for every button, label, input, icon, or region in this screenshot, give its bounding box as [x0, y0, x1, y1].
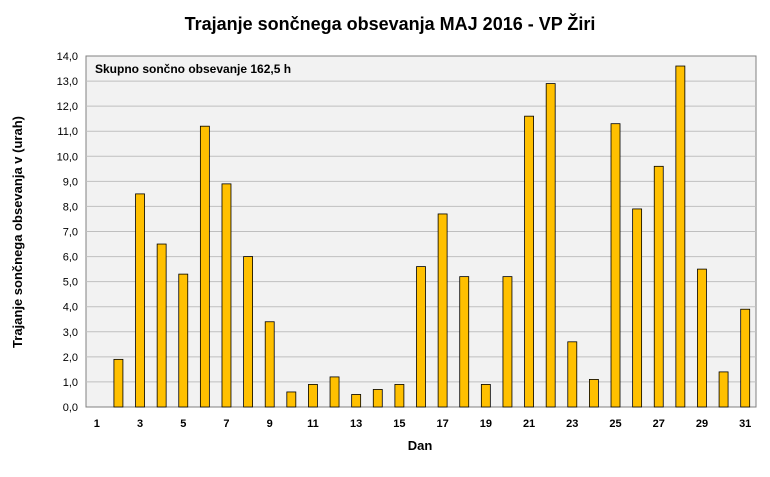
y-tick-label: 10,0 [57, 151, 78, 163]
bar-day-29 [697, 268, 707, 408]
y-axis-label: Trajanje sončnega obsevanja v (urah) [10, 116, 25, 348]
bar-day-8 [243, 256, 253, 408]
y-tick-label: 12,0 [57, 101, 78, 113]
bar-day-12 [329, 376, 340, 408]
annotation-total: Skupno sončno obsevanje 162,5 h [95, 62, 291, 76]
bar-day-18 [459, 276, 470, 408]
bar-day-20 [502, 276, 513, 408]
bar-day-2 [113, 358, 124, 408]
x-tick-label: 11 [307, 418, 319, 430]
y-tick-label: 6,0 [63, 252, 78, 264]
x-tick-label: 29 [696, 418, 708, 430]
bar-day-3 [135, 193, 145, 408]
bar-day-15 [394, 384, 405, 408]
x-tick-label: 21 [523, 418, 535, 430]
x-tick-label: 19 [480, 418, 492, 430]
bar-day-21 [524, 115, 534, 408]
bar-day-7 [221, 183, 232, 408]
bar-day-23 [567, 341, 578, 408]
y-tick-label: 0,0 [63, 402, 78, 414]
y-tick-label: 13,0 [57, 76, 78, 88]
x-tick-label: 13 [350, 418, 362, 430]
x-tick-label: 17 [436, 418, 448, 430]
grid-lines [86, 80, 756, 383]
bar-day-5 [178, 273, 189, 408]
y-tick-label: 11,0 [57, 126, 78, 138]
bar-day-27 [653, 165, 664, 408]
bar-day-24 [589, 379, 599, 408]
x-tick-label: 7 [223, 418, 229, 430]
y-tick-label: 5,0 [63, 277, 78, 289]
y-tick-label: 1,0 [63, 377, 78, 389]
x-tick-label: 3 [137, 418, 143, 430]
bar-day-28 [675, 65, 686, 408]
x-tick-label: 15 [393, 418, 405, 430]
x-tick-label: 31 [739, 418, 751, 430]
y-tick-label: 7,0 [63, 227, 78, 239]
y-tick-label: 14,0 [57, 51, 78, 63]
x-tick-label: 27 [653, 418, 665, 430]
x-tick-label: 5 [180, 418, 186, 430]
bar-day-25 [610, 123, 621, 408]
bar-day-30 [718, 371, 729, 408]
bar-day-14 [372, 389, 383, 408]
x-tick-label: 9 [267, 418, 273, 430]
chart-title: Trajanje sončnega obsevanja MAJ 2016 - V… [185, 13, 596, 34]
bars [113, 65, 751, 408]
x-tick-label: 1 [94, 418, 100, 430]
y-tick-label: 2,0 [63, 352, 78, 364]
bar-day-13 [351, 394, 362, 408]
bar-day-22 [545, 83, 556, 408]
bar-day-10 [286, 391, 297, 408]
y-tick-label: 9,0 [63, 176, 78, 188]
bar-day-16 [416, 266, 426, 408]
bar-day-31 [740, 308, 751, 408]
y-axis-ticks: 0,0 1,0 2,0 3,0 4,0 5,0 6,0 7,0 8,0 9,0 10,0 11,0 12… [57, 51, 78, 414]
x-axis-ticks: 1 3 5 7 9 11 13 15 17 19 21 23 25 27 29 31 [94, 418, 752, 430]
bar-day-17 [437, 213, 448, 408]
bar-day-26 [632, 208, 643, 408]
bar-day-9 [264, 321, 275, 408]
x-axis-label: Dan [408, 438, 433, 453]
bar-day-6 [199, 125, 210, 408]
y-tick-label: 8,0 [63, 201, 78, 213]
x-tick-label: 25 [609, 418, 621, 430]
y-tick-label: 3,0 [63, 327, 78, 339]
bar-day-11 [308, 384, 318, 408]
bar-day-4 [156, 243, 167, 408]
bar-day-19 [480, 384, 491, 408]
x-tick-label: 23 [566, 418, 578, 430]
y-tick-label: 4,0 [63, 302, 78, 314]
